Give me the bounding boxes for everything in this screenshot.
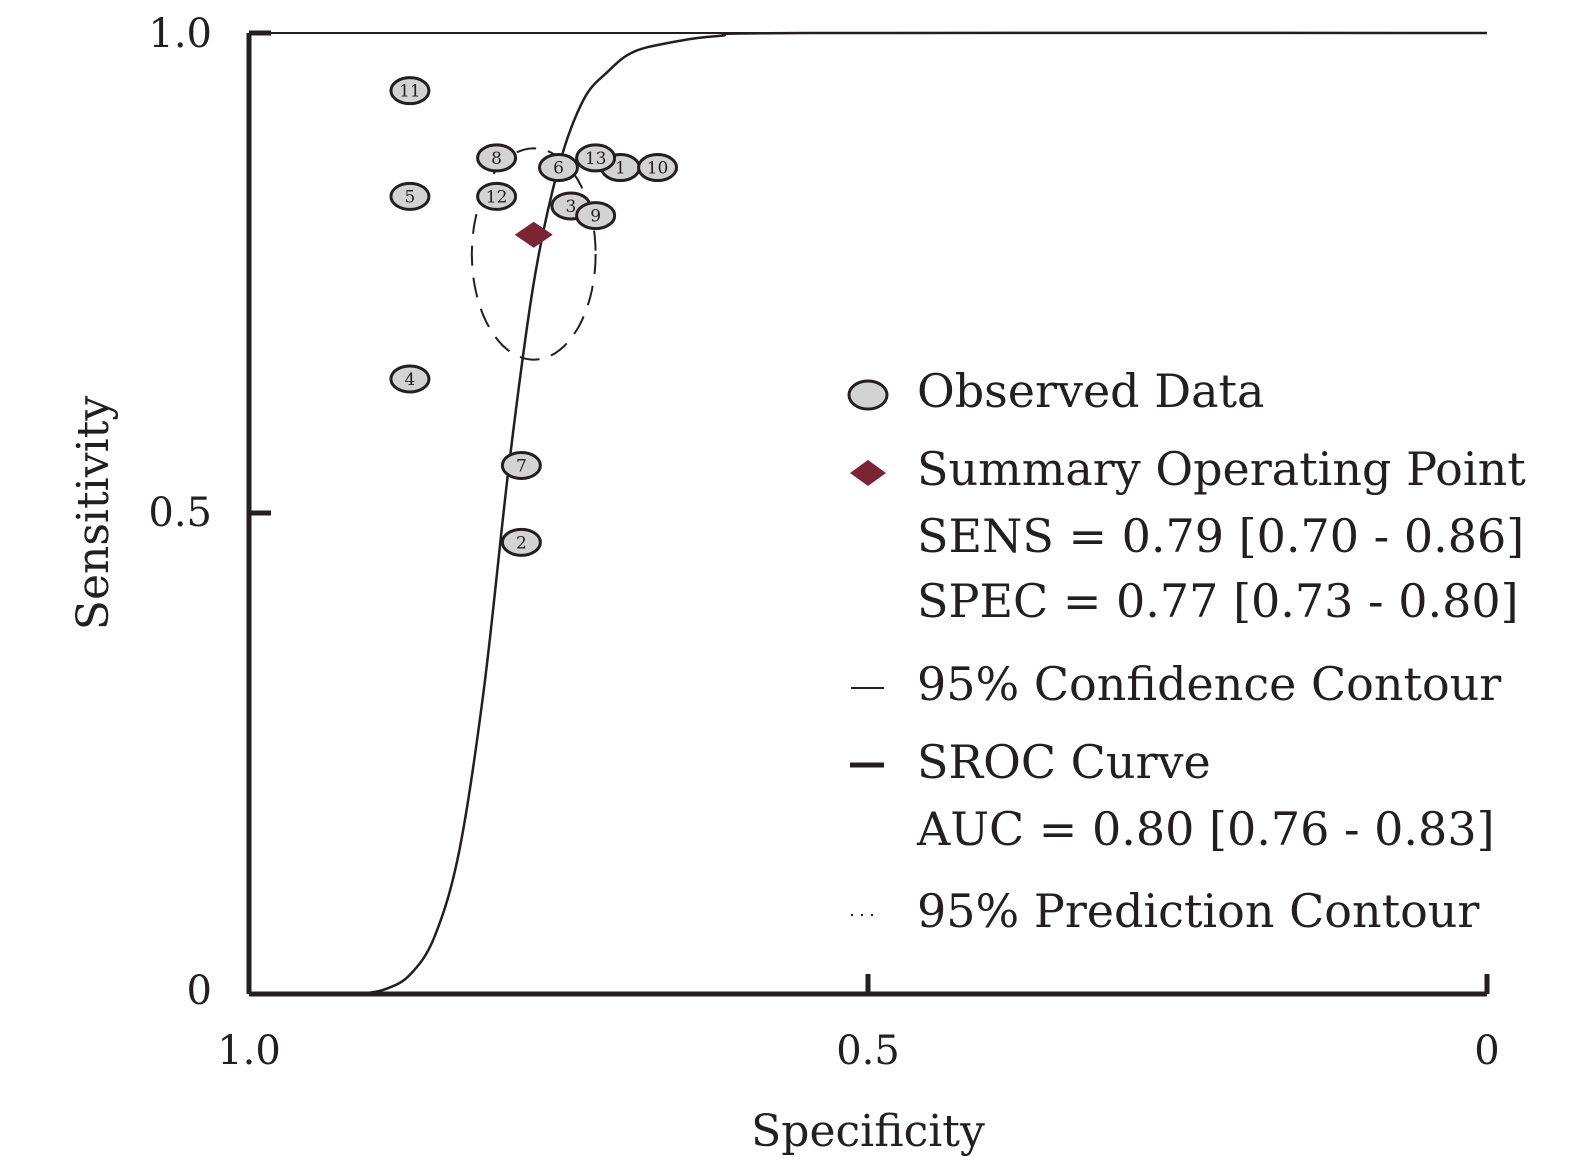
- legend-sroc-label: SROC Curve: [917, 735, 1211, 789]
- legend-spec-label: SPEC = 0.77 [0.73 - 0.80]: [917, 574, 1519, 628]
- observed-point-label-10: 10: [647, 159, 669, 179]
- observed-point-label-5: 5: [405, 187, 416, 207]
- observed-point-13: [575, 143, 617, 173]
- observed-point-8: [476, 143, 518, 173]
- legend-observed-label: Observed Data: [917, 364, 1264, 418]
- observed-point-label-1: 1: [615, 159, 626, 179]
- observed-point-12: [476, 181, 518, 211]
- legend-confidence-label: 95% Confidence Contour: [917, 657, 1501, 711]
- legend-summary-marker: [850, 460, 886, 486]
- x-axis-title: Specificity: [751, 1106, 985, 1157]
- observed-point-label-7: 7: [516, 456, 527, 476]
- observed-point-label-6: 6: [553, 159, 564, 179]
- y-tick-label-0: 0: [187, 968, 212, 1014]
- observed-point-label-11: 11: [399, 82, 421, 102]
- legend-sens-label: SENS = 0.79 [0.70 - 0.86]: [917, 509, 1524, 563]
- observed-point-label-9: 9: [590, 207, 601, 227]
- observed-point-11: [389, 76, 431, 106]
- summary-operating-point: [514, 221, 553, 248]
- observed-point-label-12: 12: [486, 187, 508, 207]
- legend-auc-label: AUC = 0.80 [0.76 - 0.83]: [916, 802, 1495, 856]
- y-tick-label-05: 0.5: [148, 490, 212, 536]
- x-tick-label-1: 1.0: [217, 1028, 281, 1074]
- observed-point-5: [389, 181, 431, 211]
- observed-point-10: [637, 153, 679, 183]
- legend: Observed Data Summary Operating Point SE…: [847, 364, 1526, 938]
- legend-observed-marker: [847, 379, 889, 411]
- legend-prediction-label: 95% Prediction Contour: [917, 884, 1479, 938]
- observed-point-label-4: 4: [405, 370, 416, 390]
- observed-point-9: [575, 201, 617, 231]
- y-tick-label-1: 1.0: [148, 11, 212, 57]
- observed-point-4: [389, 364, 431, 394]
- observed-point-7: [500, 450, 542, 480]
- x-tick-label-0: 0: [1474, 1028, 1499, 1074]
- sroc-curve: [360, 31, 1488, 996]
- observed-point-2: [500, 527, 542, 557]
- x-tick-label-05: 0.5: [836, 1028, 900, 1074]
- observed-point-label-13: 13: [585, 149, 607, 169]
- confidence-contour: [470, 147, 597, 361]
- observed-point-label-3: 3: [565, 197, 576, 217]
- legend-summary-label: Summary Operating Point: [917, 442, 1526, 496]
- observed-point-6: [538, 153, 579, 183]
- y-axis-title: Sensitivity: [68, 396, 119, 631]
- observed-point-label-8: 8: [491, 149, 502, 169]
- observed-point-label-2: 2: [516, 533, 527, 553]
